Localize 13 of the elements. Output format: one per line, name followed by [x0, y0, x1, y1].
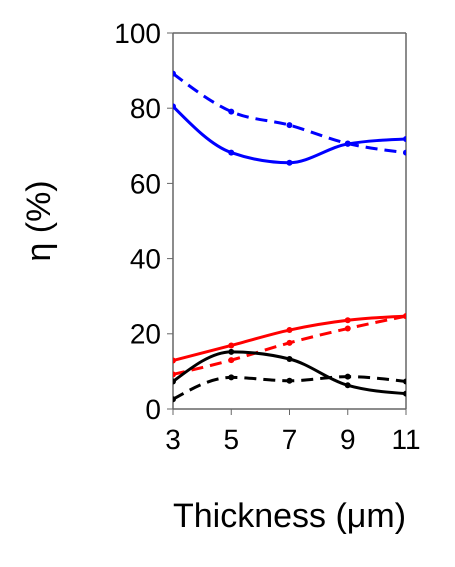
- y-axis-title: η (%): [20, 180, 58, 262]
- y-tick-label: 20: [130, 318, 161, 350]
- y-tick-label: 60: [130, 168, 161, 200]
- x-axis-title: Thickness (μm): [172, 497, 406, 535]
- x-tick-label: 7: [282, 424, 298, 455]
- y-tick-label: 100: [114, 18, 161, 49]
- x-tick-label: 3: [165, 424, 181, 455]
- x-tick-label: 9: [340, 424, 356, 455]
- x-tick-label: 5: [223, 424, 240, 455]
- x-tick-label: 11: [391, 424, 421, 455]
- y-tick-label: 0: [145, 394, 161, 425]
- y-tick-label: 80: [130, 93, 161, 124]
- y-tick-label: 40: [130, 244, 161, 275]
